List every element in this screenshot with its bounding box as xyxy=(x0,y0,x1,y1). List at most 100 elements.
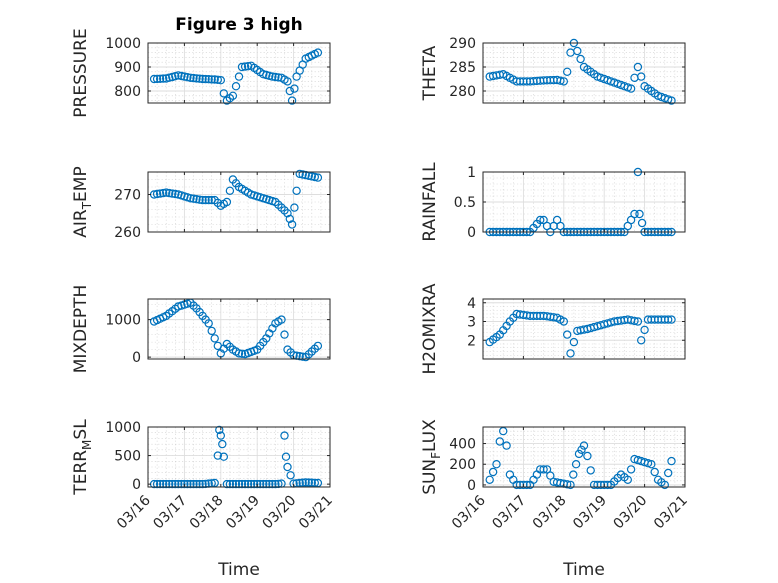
data-point xyxy=(164,73,174,82)
data-point xyxy=(234,479,244,489)
data-point xyxy=(234,72,244,81)
data-point xyxy=(285,214,294,224)
y-tick-label: 1000 xyxy=(105,420,141,436)
y-axis-label: MIXDEPTH xyxy=(71,285,91,374)
data-point xyxy=(643,459,653,468)
axes-box xyxy=(147,426,331,488)
data-point xyxy=(231,81,241,91)
data-point xyxy=(174,71,183,80)
y-axis-label: TERRMSL xyxy=(71,419,94,496)
data-point xyxy=(571,460,581,469)
data-point xyxy=(243,61,253,71)
data-point xyxy=(195,74,204,83)
data-point xyxy=(536,215,545,225)
y-tick-label: 285 xyxy=(449,60,476,76)
data-point xyxy=(633,317,643,326)
subplot-terr: 0 500 1000 TERRMSL 03/1603/1703/1803/1903/20… xyxy=(71,419,336,580)
data-point xyxy=(189,73,198,83)
data-point xyxy=(234,349,244,358)
subplot-rainfall: 0 0.5 1 RAINFALL xyxy=(420,162,686,242)
y-tick-label: 0 xyxy=(467,478,476,494)
data-point xyxy=(546,471,555,480)
x-tick-label: 03/16 xyxy=(449,492,489,532)
data-point xyxy=(637,336,646,345)
y-tick-label: 200 xyxy=(449,457,476,473)
minor-grid xyxy=(148,426,330,487)
data-point xyxy=(201,74,210,84)
data-point xyxy=(566,480,575,490)
data-point xyxy=(237,349,247,358)
data-point xyxy=(286,471,295,480)
y-tick-label: 3 xyxy=(467,315,476,331)
data-point xyxy=(155,74,165,84)
x-tick-label: 03/21 xyxy=(651,493,691,533)
data-point xyxy=(180,72,189,81)
data-point xyxy=(285,86,294,96)
x-tick-label: 03/19 xyxy=(223,493,263,533)
data-point xyxy=(283,77,292,86)
data-point xyxy=(633,62,643,72)
data-point xyxy=(313,48,323,57)
subplot-h2omixra: 2 3 4 H2OMIXRA xyxy=(420,283,686,375)
data-point xyxy=(539,465,548,474)
data-series xyxy=(149,298,323,362)
data-point xyxy=(240,62,250,71)
data-point xyxy=(198,74,207,84)
data-point xyxy=(158,74,168,83)
data-point xyxy=(192,194,201,204)
x-tick-label: 03/20 xyxy=(260,493,300,533)
x-tick-label: 03/17 xyxy=(489,493,529,533)
data-point xyxy=(277,315,286,324)
data-point xyxy=(640,325,649,335)
data-point xyxy=(204,319,213,328)
data-point xyxy=(280,330,289,339)
x-tick-label: 03/21 xyxy=(296,493,336,533)
data-point xyxy=(204,195,213,205)
data-point xyxy=(556,76,565,85)
data-point xyxy=(283,462,292,472)
data-point xyxy=(307,478,316,487)
data-point xyxy=(237,479,247,489)
data-point xyxy=(492,460,501,469)
data-point xyxy=(192,74,201,83)
data-point xyxy=(505,470,515,479)
data-point xyxy=(262,479,271,489)
data-point xyxy=(225,479,235,489)
data-point xyxy=(168,189,177,198)
data-point xyxy=(155,189,165,198)
chart-title: Figure 3 high xyxy=(175,15,303,35)
data-point xyxy=(171,189,180,199)
data-point xyxy=(569,470,578,479)
data-point xyxy=(623,475,633,484)
data-point xyxy=(152,189,162,199)
y-tick-label: 0 xyxy=(132,477,141,493)
axes-box xyxy=(147,171,331,233)
data-point xyxy=(225,186,235,195)
data-point xyxy=(259,479,268,489)
data-point xyxy=(667,96,676,105)
data-point xyxy=(287,220,297,229)
major-grid xyxy=(483,299,685,359)
x-tick-label: 03/19 xyxy=(570,493,610,533)
axes-box xyxy=(482,298,686,360)
y-axis-label: PRESSURE xyxy=(71,28,91,117)
data-point xyxy=(164,188,174,198)
data-point xyxy=(177,71,186,81)
data-point xyxy=(307,172,316,181)
x-tick-label: 03/18 xyxy=(187,493,227,533)
data-point xyxy=(218,439,227,449)
data-point xyxy=(667,456,676,466)
axes-box xyxy=(482,42,686,104)
data-point xyxy=(186,73,195,83)
data-point xyxy=(292,186,301,195)
data-point xyxy=(174,479,183,489)
data-point xyxy=(271,479,280,489)
y-tick-label: 900 xyxy=(114,60,141,76)
data-point xyxy=(637,72,646,81)
data-point xyxy=(569,337,579,347)
data-point xyxy=(576,54,585,64)
data-point xyxy=(281,452,291,461)
subplot-air: 260 270 AIRTEMP xyxy=(71,166,331,241)
data-point xyxy=(667,315,676,324)
y-tick-label: 4 xyxy=(467,296,476,312)
